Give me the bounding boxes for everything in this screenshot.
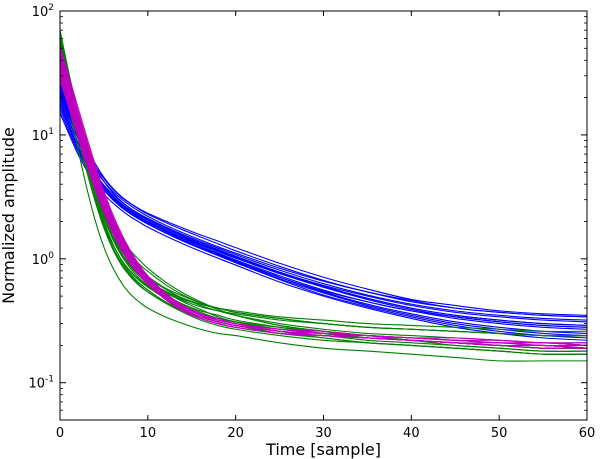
series-line-1-6 bbox=[60, 60, 587, 362]
x-axis-label: Time [sample] bbox=[265, 440, 381, 459]
plot-frame bbox=[59, 10, 588, 421]
y-tick-label: 100 bbox=[32, 251, 55, 268]
y-axis-ticks: 10-1 100 101 102 bbox=[28, 3, 587, 421]
series-layer bbox=[60, 30, 587, 362]
y-tick-label: 102 bbox=[32, 3, 54, 20]
x-tick-label: 20 bbox=[227, 426, 244, 441]
x-axis-ticks: 0 10 20 30 40 50 60 bbox=[56, 11, 595, 441]
series-line-2-11 bbox=[60, 57, 587, 346]
x-tick-label: 0 bbox=[56, 426, 64, 441]
series-line-1-12 bbox=[60, 62, 587, 355]
x-tick-label: 10 bbox=[140, 426, 157, 441]
series-line-2-10 bbox=[60, 75, 587, 349]
x-tick-label: 40 bbox=[403, 426, 420, 441]
y-tick-label: 10-1 bbox=[28, 375, 54, 392]
y-axis-label: Normalized amplitude bbox=[0, 127, 18, 304]
y-tick-label: 101 bbox=[32, 127, 54, 144]
x-tick-label: 60 bbox=[579, 426, 596, 441]
plot-background bbox=[60, 11, 587, 420]
x-tick-label: 30 bbox=[315, 426, 332, 441]
x-tick-label: 50 bbox=[491, 426, 508, 441]
